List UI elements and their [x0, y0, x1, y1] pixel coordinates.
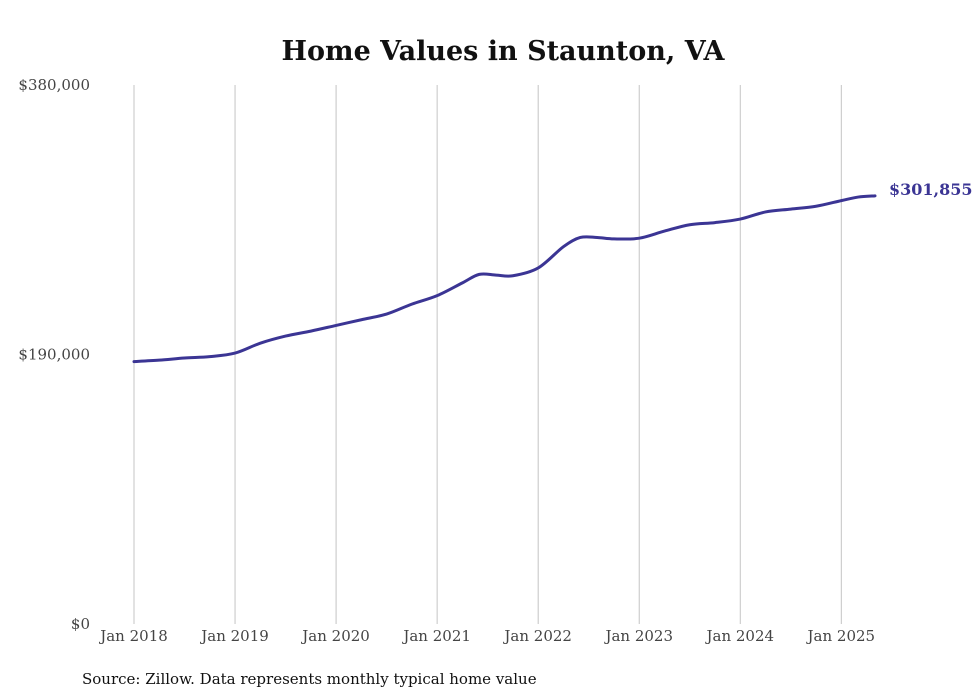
chart-title: Home Values in Staunton, VA — [281, 36, 725, 67]
x-tick-label-2020-01: Jan 2020 — [300, 627, 370, 645]
x-tick-label-2023-01: Jan 2023 — [603, 627, 673, 645]
vertical-gridlines — [133, 85, 842, 624]
x-tick-label-2019-01: Jan 2019 — [199, 627, 269, 645]
x-tick-label-2022-01: Jan 2022 — [502, 627, 572, 645]
x-tick-label-2021-01: Jan 2021 — [401, 627, 471, 645]
x-tick-label-2025-01: Jan 2025 — [806, 627, 876, 645]
source-note: Source: Zillow. Data represents monthly … — [82, 670, 537, 688]
y-tick-label-380000: $380,000 — [18, 76, 90, 94]
latest-value-label: $301,855 — [889, 180, 973, 199]
x-tick-label-2018-01: Jan 2018 — [98, 627, 168, 645]
home-value-series-line — [132, 194, 877, 364]
y-tick-label-190000: $190,000 — [18, 346, 90, 364]
y-axis-tick-labels: $0 $190,000 $380,000 — [18, 76, 90, 633]
x-axis-tick-labels: Jan 2018 Jan 2019 Jan 2020 Jan 2021 Jan 2022… — [98, 627, 875, 645]
y-tick-label-0: $0 — [71, 615, 90, 633]
x-tick-label-2024-01: Jan 2024 — [704, 627, 774, 645]
